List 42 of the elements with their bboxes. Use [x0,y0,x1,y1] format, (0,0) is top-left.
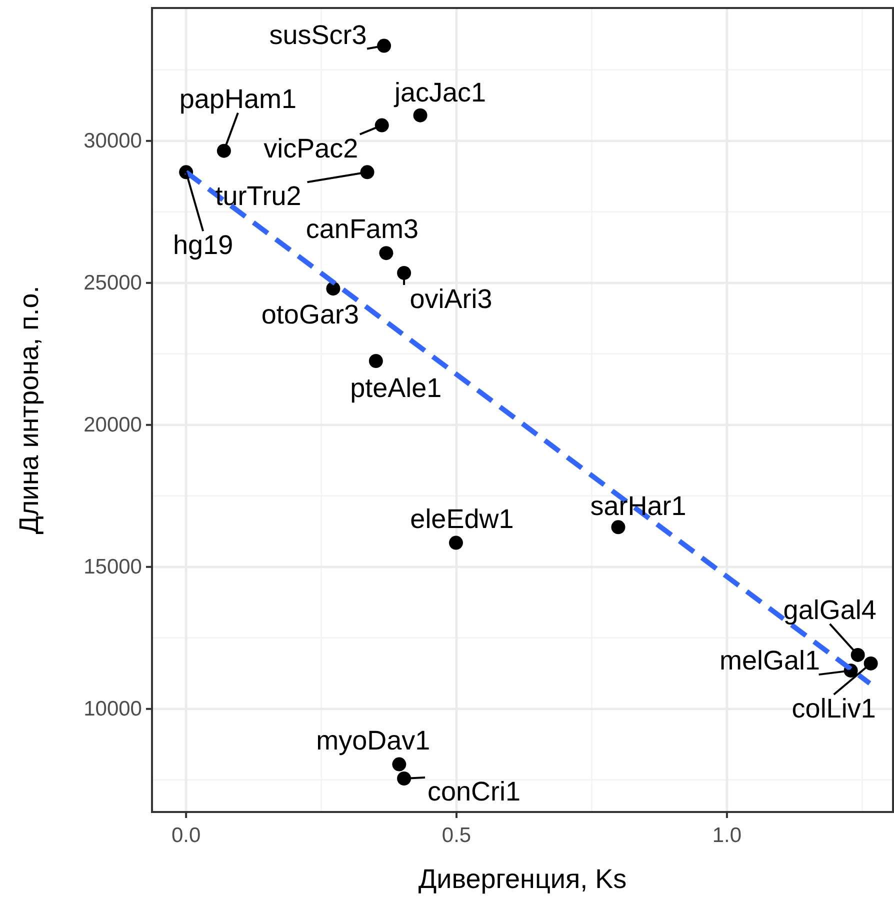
annotation: susScr3 [269,20,367,50]
x-tick-label: 1.0 [712,824,742,847]
y-tick-label: 25000 [84,271,142,294]
annotation: jacJac1 [394,77,486,108]
annotation: eleEdw1 [410,504,514,534]
y-tick-label: 15000 [84,555,142,578]
point [377,38,392,53]
y-axis-title: Длина интрона, п.о. [14,286,44,534]
annotation: vicPac2 [264,133,358,164]
x-axis-title: Дивергенция, Ks [418,864,627,894]
point [368,354,383,368]
annotation: conCri1 [428,776,521,806]
point [326,282,340,296]
x-tick-label: 0.0 [171,824,201,847]
annotation: pteAle1 [350,373,442,404]
point [397,266,412,280]
point [611,520,626,534]
point [864,656,878,670]
annotation: otoGar3 [261,300,359,330]
annotation: melGal1 [720,646,820,676]
annotation: oviAri3 [410,284,492,314]
x-tick-label: 0.5 [442,824,472,847]
annotation: sarHar1 [590,491,686,522]
annotation: canFam3 [306,214,418,244]
annotation: papHam1 [179,84,296,114]
point [360,165,374,180]
point [392,757,406,772]
point [413,108,428,122]
point [448,536,463,550]
point [379,246,394,260]
annotation: myoDav1 [316,725,430,756]
y-tick-label: 10000 [84,697,142,720]
point [850,648,865,662]
y-tick-label: 20000 [84,413,142,436]
point [397,771,412,786]
annotation: colLiv1 [792,693,876,724]
annotation: hg19 [173,230,234,260]
point [374,118,389,132]
point [216,144,231,158]
annotation: galGal4 [783,594,876,625]
y-tick-label: 30000 [84,129,142,152]
annotation: turTru2 [215,181,302,212]
